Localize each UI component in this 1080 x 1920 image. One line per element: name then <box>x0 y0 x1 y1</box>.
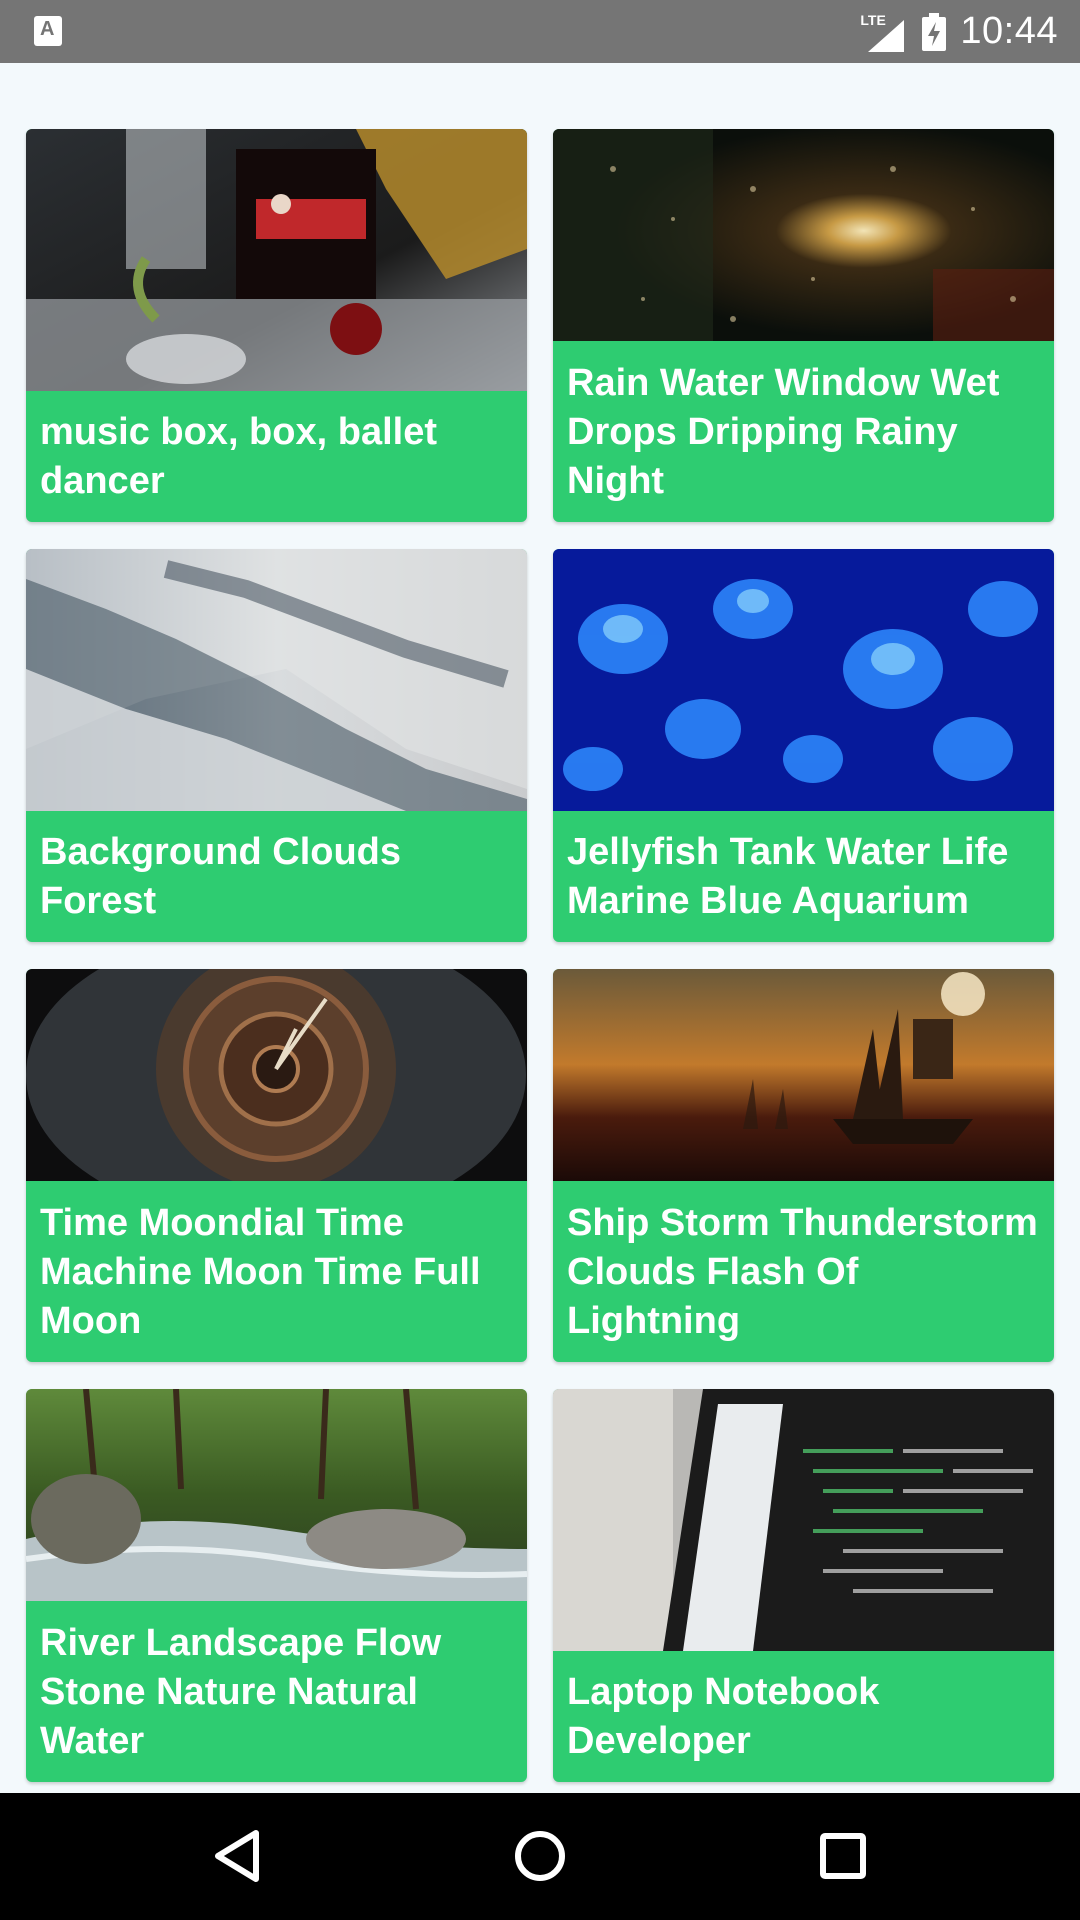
clock: 10:44 <box>960 10 1058 52</box>
card-river[interactable]: River Landscape Flow Stone Nature Natura… <box>26 1389 527 1782</box>
card-title: Time Moondial Time Machine Moon Time Ful… <box>40 1202 481 1342</box>
card-clouds-forest[interactable]: Background Clouds Forest <box>26 549 527 942</box>
battery-charging-icon <box>922 12 947 51</box>
home-button[interactable] <box>505 1821 575 1891</box>
recents-button[interactable] <box>808 1821 878 1891</box>
lte-signal-icon: LTE <box>858 12 908 52</box>
app-notification-icon <box>34 16 62 46</box>
card-title: Background Clouds Forest <box>40 831 402 922</box>
navigation-bar <box>0 1793 1080 1920</box>
card-moondial[interactable]: Time Moondial Time Machine Moon Time Ful… <box>26 969 527 1362</box>
jellyfish-image <box>553 549 1054 811</box>
status-bar: LTE 10:44 <box>0 0 1080 63</box>
card-title: Laptop Notebook Developer <box>567 1671 880 1762</box>
card-rain-window[interactable]: Rain Water Window Wet Drops Dripping Rai… <box>553 129 1054 522</box>
moondial-image <box>26 969 527 1181</box>
river-image <box>26 1389 527 1601</box>
music-box-image <box>26 129 527 391</box>
card-jellyfish[interactable]: Jellyfish Tank Water Life Marine Blue Aq… <box>553 549 1054 942</box>
clouds-forest-image <box>26 549 527 811</box>
card-title: Ship Storm Thunderstorm Clouds Flash Of … <box>567 1202 1038 1342</box>
card-title: Rain Water Window Wet Drops Dripping Rai… <box>567 362 1000 502</box>
home-circle-icon <box>515 1831 565 1881</box>
card-title: music box, box, ballet dancer <box>40 411 437 502</box>
back-triangle-icon <box>215 1830 259 1882</box>
laptop-image <box>553 1389 1054 1651</box>
card-title: Jellyfish Tank Water Life Marine Blue Aq… <box>567 831 1009 922</box>
card-music-box[interactable]: music box, box, ballet dancer <box>26 129 527 522</box>
back-button[interactable] <box>202 1821 272 1891</box>
card-title: River Landscape Flow Stone Nature Natura… <box>40 1622 442 1762</box>
recents-square-icon <box>820 1833 866 1879</box>
card-ship-storm[interactable]: Ship Storm Thunderstorm Clouds Flash Of … <box>553 969 1054 1362</box>
ship-storm-image <box>553 969 1054 1181</box>
network-type-label: LTE <box>860 11 886 28</box>
rain-window-image <box>553 129 1054 341</box>
card-laptop[interactable]: Laptop Notebook Developer <box>553 1389 1054 1782</box>
